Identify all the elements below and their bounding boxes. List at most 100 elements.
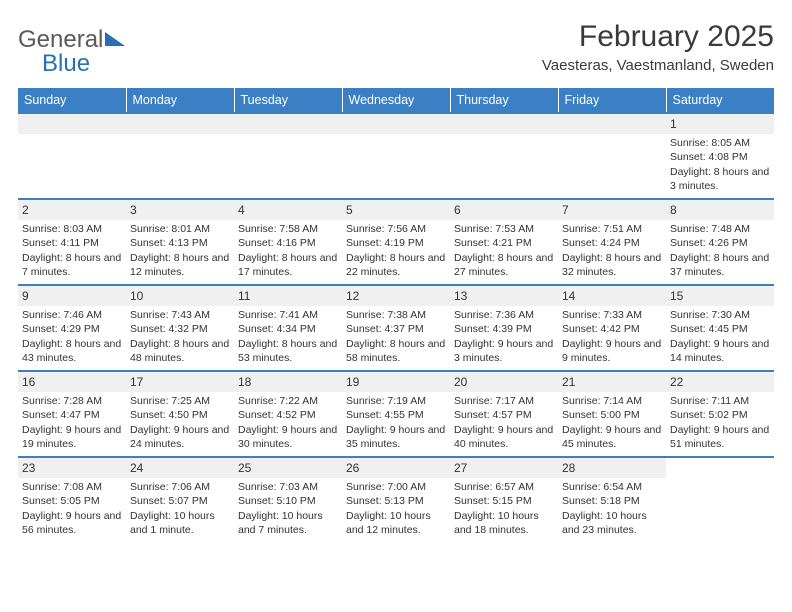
day-cell: 19Sunrise: 7:19 AMSunset: 4:55 PMDayligh… [342, 371, 450, 457]
day-cell: 12Sunrise: 7:38 AMSunset: 4:37 PMDayligh… [342, 285, 450, 371]
dow-thu: Thursday [450, 88, 558, 113]
sunrise-text: Sunrise: 7:17 AM [454, 394, 554, 408]
daylight-text: Daylight: 8 hours and 3 minutes. [670, 165, 770, 193]
sunset-text: Sunset: 4:19 PM [346, 236, 446, 250]
sunrise-text: Sunrise: 7:28 AM [22, 394, 122, 408]
sunset-text: Sunset: 4:57 PM [454, 408, 554, 422]
sunset-text: Sunset: 4:24 PM [562, 236, 662, 250]
sunset-text: Sunset: 4:52 PM [238, 408, 338, 422]
day-number: 11 [234, 286, 342, 306]
title-block: February 2025 Vaesteras, Vaestmanland, S… [542, 20, 774, 74]
day-number: 19 [342, 372, 450, 392]
month-title: February 2025 [542, 20, 774, 53]
sunrise-text: Sunrise: 7:19 AM [346, 394, 446, 408]
day-cell: 4 Sunrise: 7:58 AMSunset: 4:16 PMDaylight… [234, 199, 342, 285]
daylight-text: Daylight: 9 hours and 19 minutes. [22, 423, 122, 451]
day-cell: 17Sunrise: 7:25 AMSunset: 4:50 PMDayligh… [126, 371, 234, 457]
sunset-text: Sunset: 4:34 PM [238, 322, 338, 336]
sunrise-text: Sunrise: 8:05 AM [670, 136, 770, 150]
daylight-text: Daylight: 8 hours and 17 minutes. [238, 251, 338, 279]
day-cell: 9Sunrise: 7:46 AMSunset: 4:29 PMDaylight… [18, 285, 126, 371]
day-number: 4 [234, 200, 342, 220]
day-cell: 28Sunrise: 6:54 AMSunset: 5:18 PMDayligh… [558, 457, 666, 543]
brand-part2: Blue [18, 50, 90, 77]
sunrise-text: Sunrise: 6:57 AM [454, 480, 554, 494]
sunrise-text: Sunrise: 7:38 AM [346, 308, 446, 322]
daylight-text: Daylight: 9 hours and 51 minutes. [670, 423, 770, 451]
sunset-text: Sunset: 4:55 PM [346, 408, 446, 422]
day-cell [126, 113, 234, 199]
sunrise-text: Sunrise: 7:33 AM [562, 308, 662, 322]
daylight-text: Daylight: 10 hours and 18 minutes. [454, 509, 554, 537]
sunrise-text: Sunrise: 7:56 AM [346, 222, 446, 236]
day-number: 23 [18, 458, 126, 478]
daylight-text: Daylight: 8 hours and 22 minutes. [346, 251, 446, 279]
sunset-text: Sunset: 5:18 PM [562, 494, 662, 508]
day-number: 20 [450, 372, 558, 392]
daylight-text: Daylight: 8 hours and 12 minutes. [130, 251, 230, 279]
brand-logo: General [18, 20, 125, 54]
day-number: 24 [126, 458, 234, 478]
sunset-text: Sunset: 5:00 PM [562, 408, 662, 422]
daylight-text: Daylight: 10 hours and 7 minutes. [238, 509, 338, 537]
sunset-text: Sunset: 4:37 PM [346, 322, 446, 336]
calendar-table: Sunday Monday Tuesday Wednesday Thursday… [18, 88, 774, 543]
day-number: 13 [450, 286, 558, 306]
daylight-text: Daylight: 9 hours and 3 minutes. [454, 337, 554, 365]
sunrise-text: Sunrise: 7:22 AM [238, 394, 338, 408]
week-row: 16Sunrise: 7:28 AMSunset: 4:47 PMDayligh… [18, 371, 774, 457]
day-cell: 20 Sunrise: 7:17 AMSunset: 4:57 PMDayligh… [450, 371, 558, 457]
sunset-text: Sunset: 4:32 PM [130, 322, 230, 336]
daylight-text: Daylight: 8 hours and 48 minutes. [130, 337, 230, 365]
day-number: 2 [18, 200, 126, 220]
daylight-text: Daylight: 10 hours and 12 minutes. [346, 509, 446, 537]
sunrise-text: Sunrise: 7:48 AM [670, 222, 770, 236]
sunrise-text: Sunrise: 7:46 AM [22, 308, 122, 322]
sunrise-text: Sunrise: 7:58 AM [238, 222, 338, 236]
daylight-text: Daylight: 8 hours and 58 minutes. [346, 337, 446, 365]
daylight-text: Daylight: 8 hours and 32 minutes. [562, 251, 662, 279]
sunrise-text: Sunrise: 7:51 AM [562, 222, 662, 236]
dow-mon: Monday [126, 88, 234, 113]
day-cell: 25Sunrise: 7:03 AMSunset: 5:10 PMDayligh… [234, 457, 342, 543]
sunset-text: Sunset: 5:05 PM [22, 494, 122, 508]
day-cell: 7 Sunrise: 7:51 AMSunset: 4:24 PMDaylight… [558, 199, 666, 285]
day-number: 26 [342, 458, 450, 478]
day-number: 8 [666, 200, 774, 220]
daylight-text: Daylight: 8 hours and 37 minutes. [670, 251, 770, 279]
day-cell: 10Sunrise: 7:43 AMSunset: 4:32 PMDayligh… [126, 285, 234, 371]
sunset-text: Sunset: 5:15 PM [454, 494, 554, 508]
sunrise-text: Sunrise: 8:03 AM [22, 222, 122, 236]
sunrise-text: Sunrise: 7:00 AM [346, 480, 446, 494]
week-row: 23Sunrise: 7:08 AMSunset: 5:05 PMDayligh… [18, 457, 774, 543]
sunset-text: Sunset: 4:16 PM [238, 236, 338, 250]
day-number: 7 [558, 200, 666, 220]
day-cell: 3Sunrise: 8:01 AMSunset: 4:13 PMDaylight… [126, 199, 234, 285]
day-number: 1 [666, 114, 774, 134]
sunrise-text: Sunrise: 7:43 AM [130, 308, 230, 322]
day-cell: 16Sunrise: 7:28 AMSunset: 4:47 PMDayligh… [18, 371, 126, 457]
day-cell [558, 113, 666, 199]
sunset-text: Sunset: 4:13 PM [130, 236, 230, 250]
daylight-text: Daylight: 9 hours and 40 minutes. [454, 423, 554, 451]
sunrise-text: Sunrise: 7:03 AM [238, 480, 338, 494]
sunset-text: Sunset: 5:13 PM [346, 494, 446, 508]
day-number: 27 [450, 458, 558, 478]
day-number: 14 [558, 286, 666, 306]
day-cell [234, 113, 342, 199]
dow-sat: Saturday [666, 88, 774, 113]
sunset-text: Sunset: 5:07 PM [130, 494, 230, 508]
sunset-text: Sunset: 4:39 PM [454, 322, 554, 336]
location-label: Vaesteras, Vaestmanland, Sweden [542, 57, 774, 74]
daylight-text: Daylight: 8 hours and 53 minutes. [238, 337, 338, 365]
dow-header-row: Sunday Monday Tuesday Wednesday Thursday… [18, 88, 774, 113]
day-cell: 2Sunrise: 8:03 AMSunset: 4:11 PMDaylight… [18, 199, 126, 285]
sunset-text: Sunset: 4:50 PM [130, 408, 230, 422]
daylight-text: Daylight: 10 hours and 1 minute. [130, 509, 230, 537]
sunrise-text: Sunrise: 7:25 AM [130, 394, 230, 408]
sunrise-text: Sunrise: 7:36 AM [454, 308, 554, 322]
day-number: 28 [558, 458, 666, 478]
sunset-text: Sunset: 4:29 PM [22, 322, 122, 336]
sunset-text: Sunset: 4:45 PM [670, 322, 770, 336]
day-number: 18 [234, 372, 342, 392]
